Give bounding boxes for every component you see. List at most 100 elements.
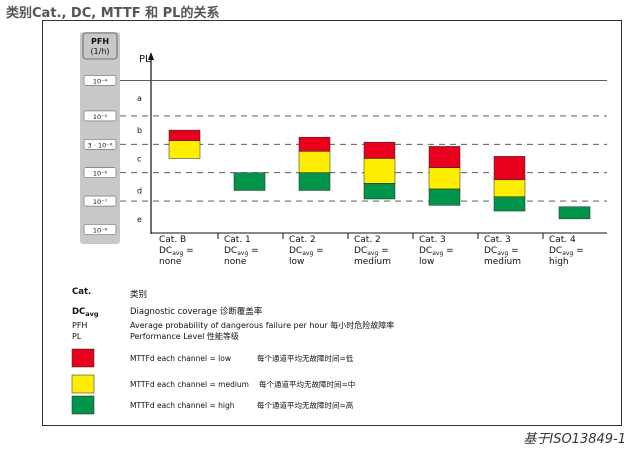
legend-swatch-red bbox=[71, 348, 95, 368]
category-dc-eq: = bbox=[443, 246, 453, 256]
category-dc-eq: = bbox=[378, 246, 388, 256]
category-dc-sub: avg bbox=[172, 250, 183, 257]
category-dc-sub: avg bbox=[237, 250, 248, 257]
bar-segment-red bbox=[298, 136, 331, 152]
category-dc: DCavg = bbox=[289, 246, 324, 257]
pl-level-d: d bbox=[137, 186, 142, 195]
category-label: Cat. 1 bbox=[224, 235, 251, 245]
pfh-tick-box bbox=[83, 167, 117, 178]
category-label: Cat. 4 bbox=[549, 235, 576, 245]
category-label: Cat. B bbox=[159, 235, 186, 245]
legend-swatch-desc: 每个通道平均无故障时间=高 bbox=[257, 400, 354, 410]
pfh-tick-label: 10⁻⁵ bbox=[93, 113, 108, 121]
pl-axis-arrow-icon bbox=[148, 52, 154, 60]
bar-segment-green bbox=[363, 183, 396, 200]
category-dc-value: none bbox=[159, 257, 182, 267]
bar-segment-green bbox=[558, 206, 591, 220]
pfh-guide-lines bbox=[120, 79, 607, 234]
category-label: Cat. 2 bbox=[289, 235, 316, 245]
bar-segment-green bbox=[233, 172, 266, 191]
category-dc: DCavg = bbox=[484, 246, 519, 257]
pfh-tick-label: 10⁻⁷ bbox=[93, 198, 108, 206]
category-dc-prefix: DC bbox=[484, 246, 497, 256]
diagram-frame bbox=[42, 20, 622, 426]
pfh-tick-label: 3 · 10⁻⁶ bbox=[88, 141, 113, 149]
category-dc-prefix: DC bbox=[224, 246, 237, 256]
source-note: 基于ISO13849-1 bbox=[523, 432, 626, 447]
category-bars bbox=[168, 129, 591, 220]
bar-segment-yellow bbox=[428, 167, 461, 190]
category-dc: DCavg = bbox=[159, 246, 194, 257]
pfh-axis: PFH (1/h) 10⁻⁴ 10⁻⁵ 3 · 10⁻⁶ 10⁻⁶ 10⁻⁷ 10⁻⁸ bbox=[80, 32, 120, 244]
category-dc: DCavg = bbox=[549, 246, 584, 257]
category-dc-prefix: DC bbox=[289, 246, 302, 256]
legend-cat-key: Cat. bbox=[72, 287, 91, 297]
category-dc-value: low bbox=[289, 257, 304, 267]
bar-segment-red bbox=[493, 156, 526, 181]
category-dc: DCavg = bbox=[354, 246, 389, 257]
pfh-tick-label: 10⁻⁶ bbox=[93, 170, 108, 178]
category-label: Cat. 2 bbox=[354, 235, 381, 245]
category-dc-value: high bbox=[549, 257, 569, 267]
category-dc-value: medium bbox=[354, 257, 391, 267]
legend-cat-desc: 类别 bbox=[130, 289, 147, 300]
category-label: Cat. 3 bbox=[419, 235, 446, 245]
category-dc-prefix: DC bbox=[549, 246, 562, 256]
category-dc: DCavg = bbox=[419, 246, 454, 257]
category-dc: DCavg = bbox=[224, 246, 259, 257]
pfh-label-box bbox=[82, 32, 118, 60]
svg-text:DCavg: DCavg bbox=[72, 307, 99, 318]
legend-swatch-yellow bbox=[71, 374, 95, 394]
category-dc-eq: = bbox=[183, 246, 193, 256]
category-dc-sub: avg bbox=[562, 250, 573, 257]
pfh-tick-box bbox=[83, 110, 117, 122]
category-dc-sub: avg bbox=[497, 250, 508, 257]
pl-level-b: b bbox=[137, 126, 142, 135]
legend-dc-desc: Diagnostic coverage 诊断覆盖率 bbox=[130, 306, 263, 317]
bar-segment-yellow bbox=[168, 140, 201, 159]
category-dc-prefix: DC bbox=[354, 246, 367, 256]
category-dc-sub: avg bbox=[432, 250, 443, 257]
bar-segment-yellow bbox=[363, 158, 396, 184]
page-title: 类别Cat., DC, MTTF 和 PL的关系 bbox=[6, 6, 220, 21]
pfh-tick-box bbox=[83, 224, 117, 235]
pfh-tick-box bbox=[83, 195, 117, 207]
category-dc-eq: = bbox=[248, 246, 258, 256]
category-dc-prefix: DC bbox=[419, 246, 432, 256]
legend-pl-desc: Performance Level 性能等级 bbox=[130, 331, 239, 341]
category-label: Cat. 3 bbox=[484, 235, 511, 245]
pfh-tick-label: 10⁻⁴ bbox=[93, 77, 108, 85]
legend-pfh-key: PFH bbox=[72, 321, 87, 330]
bar-segment-red bbox=[363, 141, 396, 159]
category-dc-prefix: DC bbox=[159, 246, 172, 256]
bar-segment-green bbox=[428, 188, 461, 206]
bar-segment-green bbox=[493, 196, 526, 212]
legend-swatch-desc: 每个通道平均无故障时间=中 bbox=[259, 379, 355, 389]
legend-swatch-desc: 每个通道平均无故障时间=低 bbox=[257, 353, 354, 363]
legend-swatch-green bbox=[71, 395, 95, 415]
category-dc-eq: = bbox=[573, 246, 583, 256]
legend-swatch-label: MTTFd each channel = high bbox=[130, 401, 235, 410]
pl-level-a: a bbox=[137, 94, 142, 103]
category-dc-value: low bbox=[419, 257, 434, 267]
category-dc-value: medium bbox=[484, 257, 521, 267]
pfh-label: PFH bbox=[91, 37, 109, 46]
legend-swatch-label: MTTFd each channel = low bbox=[130, 354, 231, 363]
bar-segment-green bbox=[298, 172, 331, 191]
pfh-unit: (1/h) bbox=[90, 47, 109, 56]
legend-dc-key: DC bbox=[72, 307, 85, 317]
pfh-tick-box bbox=[83, 75, 117, 86]
bar-segment-red bbox=[428, 146, 461, 168]
pl-axis: PL a b c d e bbox=[137, 52, 154, 234]
pl-level-c: c bbox=[137, 155, 141, 164]
pfh-axis-bar bbox=[80, 32, 120, 244]
legend-dc-key-sub: avg bbox=[85, 310, 99, 318]
category-dc-eq: = bbox=[313, 246, 323, 256]
legend-swatch-label: MTTFd each channel = medium bbox=[130, 380, 249, 389]
category-dc-sub: avg bbox=[302, 250, 313, 257]
legend-pfh-desc: Average probability of dangerous failure… bbox=[130, 320, 394, 330]
category-dc-sub: avg bbox=[367, 250, 378, 257]
pfh-tick-box bbox=[83, 139, 117, 150]
bar-segment-yellow bbox=[493, 179, 526, 198]
